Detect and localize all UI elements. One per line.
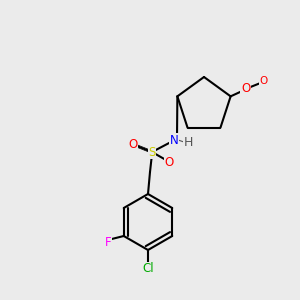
Text: H: H bbox=[183, 136, 193, 148]
Text: O: O bbox=[260, 76, 268, 86]
Text: O: O bbox=[128, 137, 138, 151]
Text: N: N bbox=[169, 134, 178, 146]
Text: Cl: Cl bbox=[142, 262, 154, 275]
Text: O: O bbox=[241, 82, 250, 95]
Text: O: O bbox=[164, 155, 174, 169]
Text: F: F bbox=[104, 236, 111, 248]
Text: S: S bbox=[148, 146, 156, 158]
